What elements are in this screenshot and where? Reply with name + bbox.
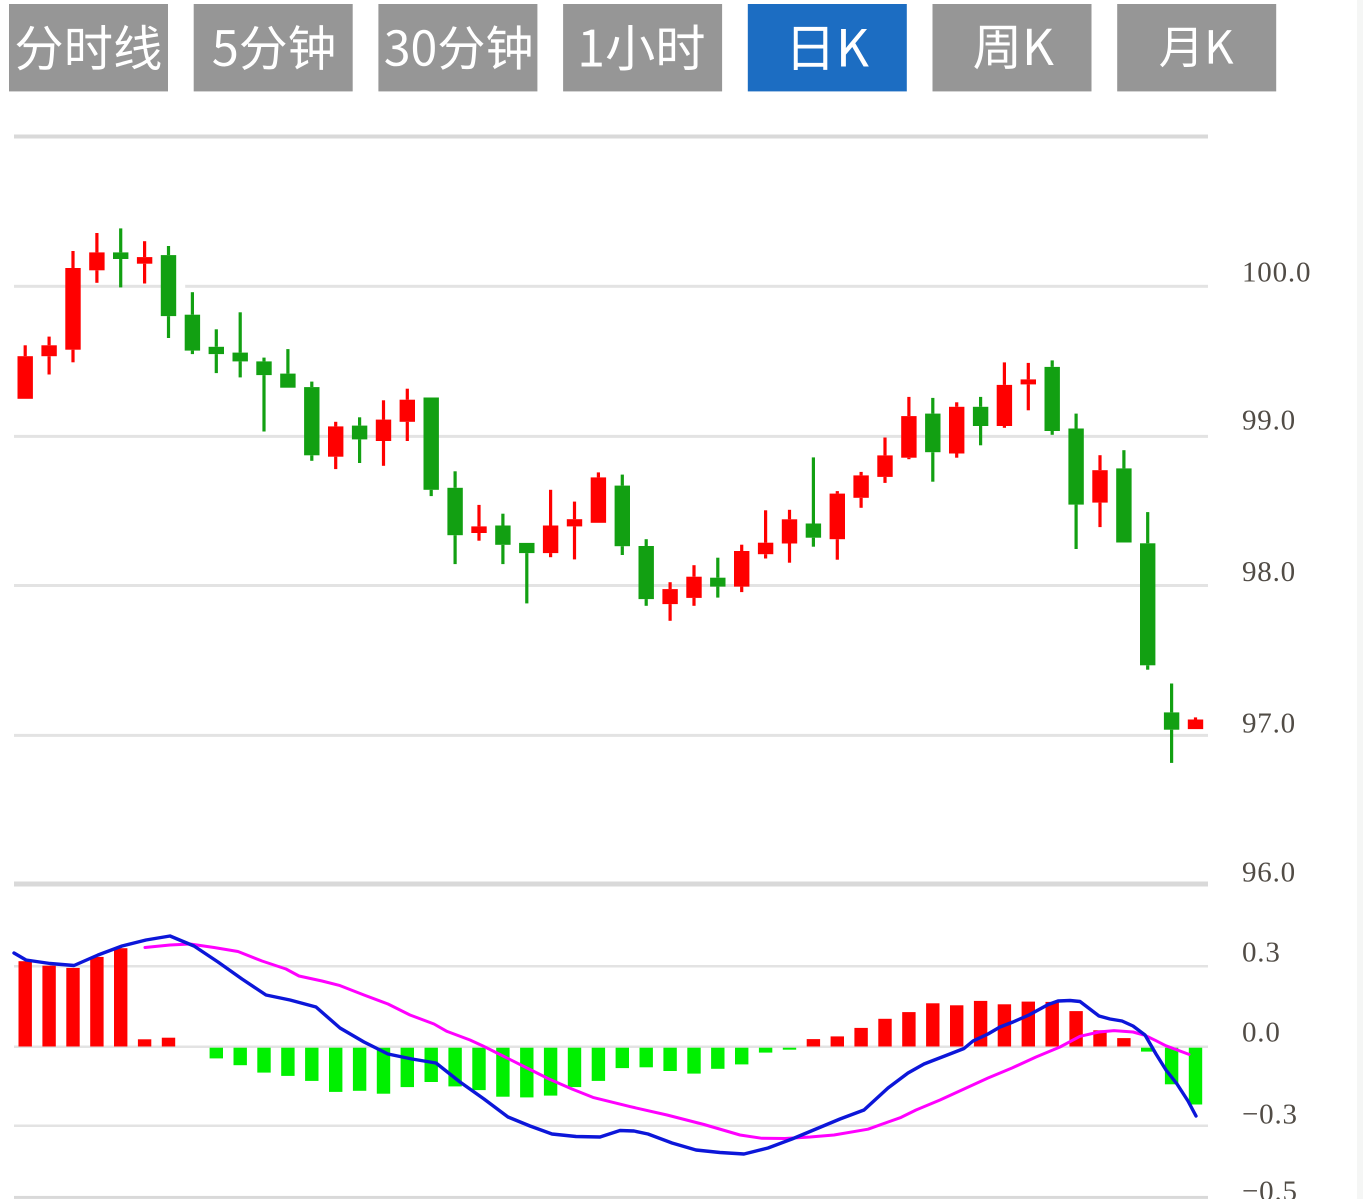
svg-text:−0.5: −0.5 (1242, 1176, 1298, 1199)
svg-text:0.3: 0.3 (1242, 937, 1281, 969)
svg-text:−0.3: −0.3 (1242, 1099, 1298, 1131)
svg-text:0.0: 0.0 (1242, 1016, 1281, 1048)
svg-text:98.0: 98.0 (1242, 556, 1296, 588)
svg-text:97.0: 97.0 (1242, 707, 1296, 739)
svg-text:100.0: 100.0 (1242, 256, 1311, 288)
svg-text:96.0: 96.0 (1242, 857, 1296, 889)
svg-text:99.0: 99.0 (1242, 405, 1296, 437)
